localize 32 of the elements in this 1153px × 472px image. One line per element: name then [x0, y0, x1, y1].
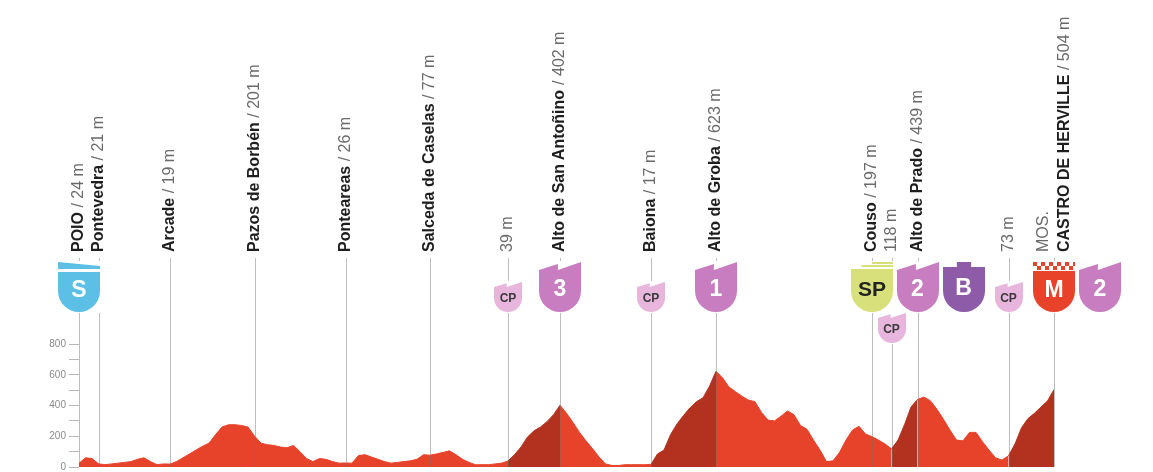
x-tick-label: Alto de Prado / 439 m	[907, 90, 925, 252]
x-tick-label: POIO / 24 m	[69, 163, 87, 252]
text: CP	[641, 291, 661, 306]
x-tick-label: Ponteareas / 26 m	[335, 116, 353, 252]
y-tick-label: 0	[60, 460, 67, 472]
x-tick-label: 118 m	[881, 208, 899, 252]
text: SP	[857, 275, 887, 302]
x-tick-label: Salceda de Caselas / 77 m	[420, 54, 438, 252]
text: CP	[882, 322, 901, 337]
x-tick-label: Pazos de Borbén / 201 m	[244, 64, 262, 252]
x-tick-label: MOS. CASTRO DE HERVILLE / 504 m	[1033, 16, 1072, 252]
text: S	[70, 276, 88, 304]
text: 3	[552, 275, 568, 303]
y-tick-label: 200	[49, 430, 67, 441]
text: 2	[1092, 275, 1108, 303]
x-tick-label: Baiona / 17 m	[641, 149, 659, 252]
x-tick-label: Pontevedra / 21 m	[88, 115, 106, 252]
y-tick-label: 400	[49, 399, 67, 411]
x-tick-label: Alto de San Antoñino / 402 m	[550, 31, 568, 252]
x-tick-label: Arcade / 19 m	[160, 148, 178, 252]
text: CP	[498, 291, 518, 306]
text: CP	[999, 291, 1018, 306]
x-tick-label: 39 m	[498, 216, 516, 252]
x-tick-label: 73 m	[998, 216, 1016, 252]
text: 1	[708, 275, 724, 303]
text: B	[954, 273, 973, 302]
y-tick-label: 600	[49, 368, 67, 380]
text: M	[1043, 275, 1065, 304]
text: 2	[910, 275, 925, 303]
y-tick-label: 800	[49, 337, 67, 349]
x-tick-label: Alto de Groba / 623 m	[706, 88, 724, 252]
x-tick-label: Couso / 197 m	[862, 144, 880, 252]
